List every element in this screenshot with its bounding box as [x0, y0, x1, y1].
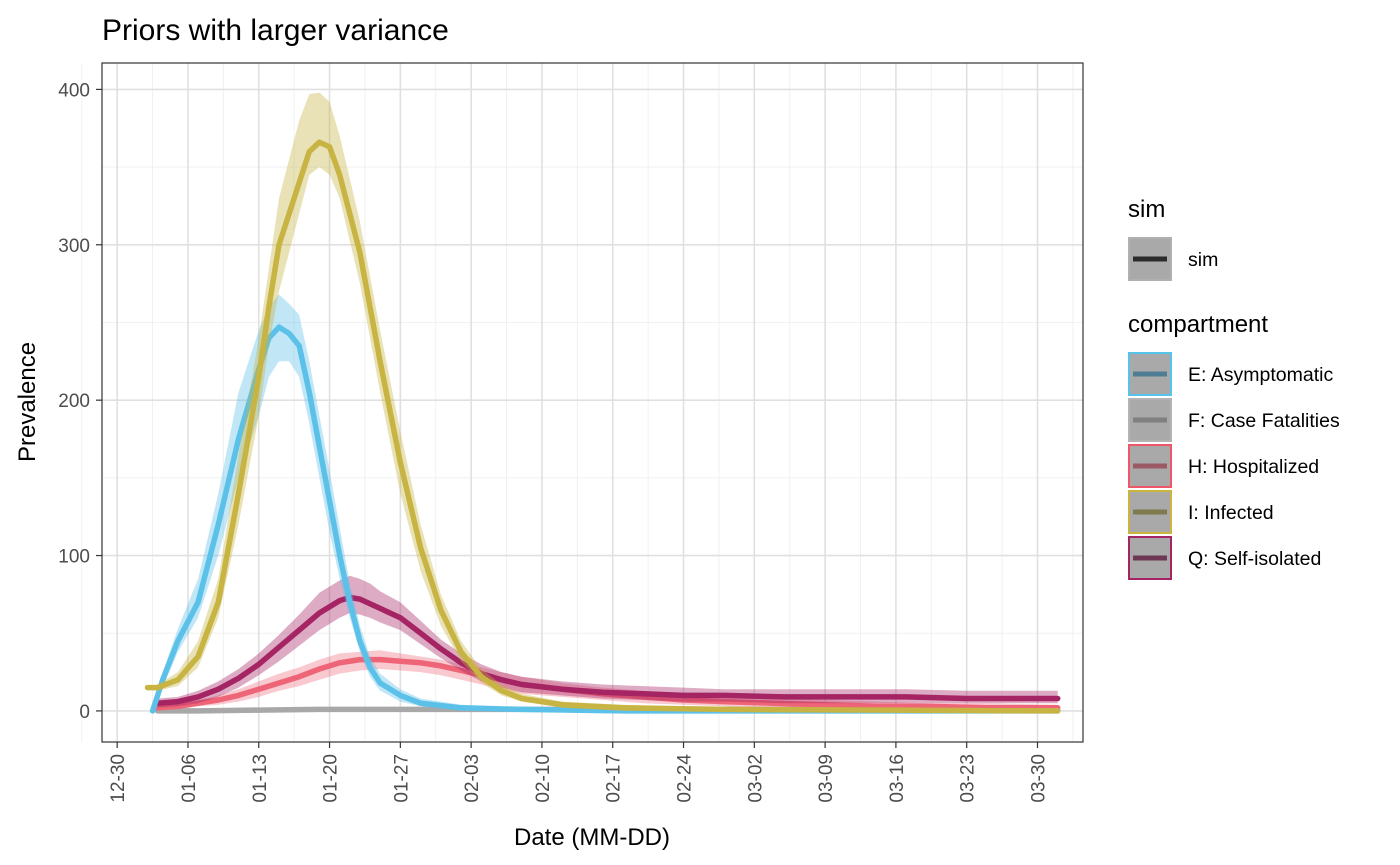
x-tick-label: 03-02	[745, 754, 766, 803]
chart-title: Priors with larger variance	[102, 14, 449, 47]
plot-border	[101, 62, 1084, 743]
series-layer	[144, 92, 1061, 714]
y-axis-label: Prevalence	[14, 342, 41, 462]
x-axis: 12-30 01-06 01-13 01-20 01-27 02-03 02-10 02-17…	[108, 742, 1049, 803]
y-tick-label: 100	[58, 547, 90, 568]
x-tick-label: 03-09	[816, 754, 837, 803]
legend-label: H: Hospitalized	[1188, 456, 1319, 478]
legend-label: E: Asymptomatic	[1188, 364, 1333, 386]
ribbon-H: Hospitalized	[157, 650, 1058, 711]
y-tick-label: 300	[58, 236, 90, 257]
y-axis: 0 100 200 300 400	[58, 80, 102, 723]
x-axis-label: Date (MM-DD)	[514, 824, 670, 851]
legend: sim sim compartment E: Asymptomatic F: Case …	[1128, 196, 1340, 580]
line-H: Hospitalized	[154, 656, 1061, 711]
line-I: Infected	[144, 139, 1061, 714]
x-tick-label: 01-06	[179, 754, 200, 803]
x-tick-label: 02-24	[675, 754, 696, 803]
x-tick-label: 03-16	[887, 754, 908, 803]
y-tick-label: 200	[58, 391, 90, 412]
line-E: Asymptomatic	[149, 324, 1061, 714]
legend-title: sim	[1128, 196, 1165, 223]
line-Q: Self-isolated	[154, 594, 1061, 706]
x-tick-label: 01-27	[391, 754, 412, 803]
ribbon-E: Asymptomatic	[152, 294, 1058, 711]
x-tick-label: 01-20	[321, 754, 342, 803]
x-tick-label: 12-30	[108, 754, 129, 803]
legend-title: compartment	[1128, 311, 1268, 338]
y-tick-label: 0	[79, 702, 90, 723]
x-tick-label: 03-30	[1028, 754, 1049, 803]
legend-label: sim	[1188, 249, 1218, 271]
x-tick-label: 02-03	[462, 754, 483, 803]
x-tick-label: 03-23	[958, 754, 979, 803]
legend-label: F: Case Fatalities	[1188, 410, 1340, 432]
plot-panel	[102, 63, 1083, 742]
x-tick-label: 02-17	[604, 754, 625, 803]
y-tick-label: 400	[58, 80, 90, 101]
legend-label: I: Infected	[1188, 502, 1274, 524]
x-tick-label: 02-10	[533, 754, 554, 803]
x-tick-label: 01-13	[250, 754, 271, 803]
legend-label: Q: Self-isolated	[1188, 548, 1321, 570]
